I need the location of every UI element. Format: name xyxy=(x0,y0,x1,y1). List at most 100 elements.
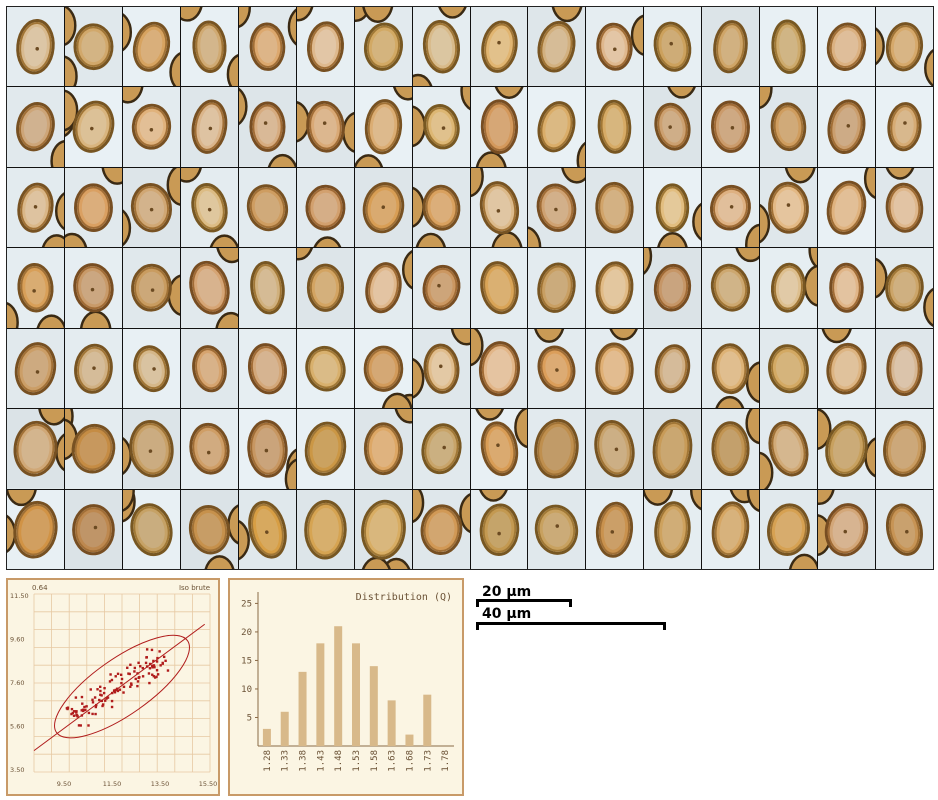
spore-cell xyxy=(238,409,296,489)
scatter-point xyxy=(100,694,103,697)
scatter-x-tick: 11.50 xyxy=(103,780,122,788)
scatter-x-tick: 13.50 xyxy=(151,780,170,788)
scatter-point xyxy=(156,656,159,660)
spore-cell xyxy=(7,7,64,87)
spore-cell xyxy=(470,409,528,489)
scatter-point xyxy=(150,664,154,668)
scatter-point xyxy=(87,711,91,715)
spore-cell xyxy=(7,489,64,569)
spore-cell xyxy=(528,7,586,87)
scatter-point xyxy=(118,688,122,691)
spore-cell xyxy=(528,409,586,489)
spore-cell xyxy=(238,167,296,248)
histogram-bar xyxy=(316,643,325,746)
spore-cell xyxy=(702,87,760,167)
scatter-point xyxy=(79,724,82,727)
spore-cell xyxy=(702,7,760,87)
spore-cell xyxy=(876,7,933,87)
scatter-point xyxy=(99,685,102,689)
spore-cell xyxy=(180,167,238,248)
scatter-point xyxy=(155,669,159,672)
spore-cell xyxy=(64,328,122,409)
spore-cell xyxy=(470,328,528,409)
spore-cell xyxy=(876,167,933,248)
scatter-y-tick: 11.50 xyxy=(10,592,29,600)
scatter-point xyxy=(129,663,132,666)
histogram-x-tick: 1.73 xyxy=(423,750,433,772)
spore-cell xyxy=(296,489,354,569)
histogram-bar xyxy=(262,728,271,746)
histogram-x-tick: 1.63 xyxy=(388,750,398,772)
spore-cell xyxy=(702,167,760,248)
spore-cell xyxy=(412,489,470,569)
scatter-point xyxy=(73,710,76,713)
histogram-bar xyxy=(405,734,414,746)
spore-cell xyxy=(7,167,64,248)
scatter-point xyxy=(96,688,99,691)
scatter-point xyxy=(72,714,76,717)
scatter-point xyxy=(147,672,151,675)
spore-cell xyxy=(586,409,644,489)
q-distribution-histogram: Distribution (Q) 5 10 15 20 25 1.28 1.33 1.38 1.4… xyxy=(241,592,454,772)
spore-cell xyxy=(818,248,876,328)
spore-cell xyxy=(876,409,933,489)
scatter-point xyxy=(85,705,88,708)
histogram-x-tick: 1.43 xyxy=(316,750,326,772)
spore-cell xyxy=(760,248,818,328)
scatter-point xyxy=(84,708,87,712)
spore-cell xyxy=(180,328,238,409)
scale-bar-20um: 20 µm xyxy=(476,584,574,607)
spore-cell xyxy=(818,167,876,248)
spore-cell xyxy=(470,167,528,248)
scatter-point xyxy=(106,696,110,699)
scatter-type-label: Iso brute xyxy=(179,584,210,592)
histogram-y-tick: 10 xyxy=(241,685,252,695)
scatter-point xyxy=(80,709,83,712)
spore-cell xyxy=(644,489,702,569)
scale-bar-20um-label: 20 µm xyxy=(482,584,532,600)
spore-cell xyxy=(180,248,238,328)
scatter-point xyxy=(116,672,120,676)
spore-cell xyxy=(354,409,412,489)
histogram-bar xyxy=(387,700,396,746)
spore-cell xyxy=(644,409,702,489)
spore-cell xyxy=(122,87,180,167)
scatter-y-tick: 7.60 xyxy=(10,679,24,687)
spore-cell xyxy=(586,248,644,328)
scatter-point xyxy=(161,661,164,665)
scatter-point xyxy=(136,680,140,683)
scatter-point xyxy=(129,685,132,688)
scatter-point xyxy=(89,688,92,691)
scatter-point xyxy=(141,675,145,678)
scatter-point xyxy=(120,677,124,681)
histogram-y-tick: 20 xyxy=(241,628,252,638)
scatter-point xyxy=(151,673,154,676)
spore-cell xyxy=(296,7,354,87)
spore-cell xyxy=(876,248,933,328)
scatter-point xyxy=(138,676,141,679)
scatter-point xyxy=(70,712,73,716)
scatter-point xyxy=(122,691,125,694)
scatter-point xyxy=(95,703,98,707)
spore-cell xyxy=(238,248,296,328)
spore-cell xyxy=(760,489,818,569)
spore-cell xyxy=(412,87,470,167)
histogram-bar xyxy=(352,643,360,746)
scatter-point xyxy=(145,648,149,651)
histogram-x-tick: 1.78 xyxy=(441,750,451,772)
spore-cell xyxy=(412,409,470,489)
scatter-point xyxy=(148,681,151,685)
scatter-point xyxy=(136,684,139,688)
scatter-point xyxy=(153,666,156,669)
spore-cell xyxy=(354,87,412,167)
spore-cell xyxy=(876,489,933,569)
scatter-plot: 11.50 9.60 7.60 5.60 3.50 9.50 11.50 13.50 15.50… xyxy=(10,584,218,788)
scatter-x-tick: 15.50 xyxy=(199,780,218,788)
histogram-x-tick: 1.58 xyxy=(370,750,380,772)
scatter-point xyxy=(99,693,102,697)
spore-cell xyxy=(644,87,702,167)
spore-cell xyxy=(586,167,644,248)
scatter-point xyxy=(151,666,154,669)
scatter-point xyxy=(83,705,86,709)
scatter-point xyxy=(94,705,98,709)
